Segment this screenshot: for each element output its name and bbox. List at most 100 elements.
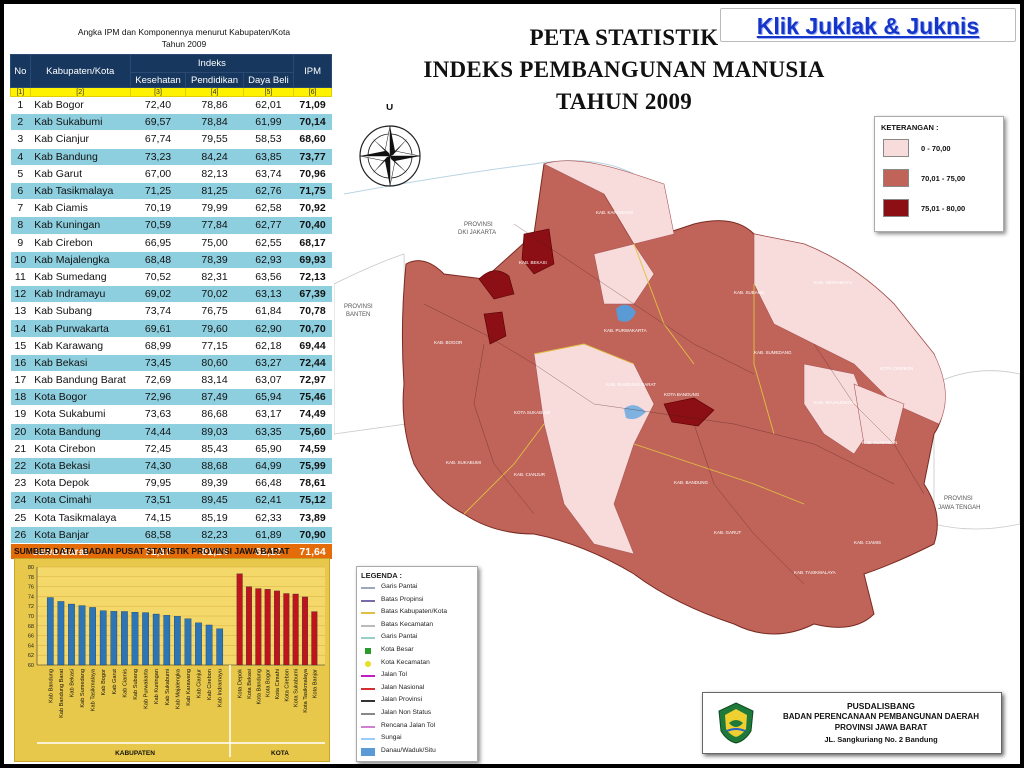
region-label: KAB. SUBANG	[734, 290, 765, 295]
column-index-cell: [1]	[10, 87, 31, 97]
column-index-row: [1] [2] [3] [4] [5] [6]	[10, 87, 332, 97]
jabar-logo-icon	[718, 702, 754, 744]
cell-ipm: 70,40	[293, 216, 332, 235]
cell-pend: 82,13	[185, 165, 244, 183]
group-label-kabupaten: KABUPATEN	[115, 750, 155, 757]
legend-label: Jalan Nasional	[381, 683, 425, 691]
cell-pend: 85,19	[185, 509, 244, 527]
cell-daya: 63,17	[243, 405, 294, 424]
bar	[255, 588, 262, 666]
x-tick-label: Kota Cimahi	[275, 669, 281, 699]
legend-symbol-icon	[361, 675, 375, 678]
region-label: KAB. PURWAKARTA	[604, 328, 647, 333]
keterangan-box: KETERANGAN : 0 - 70,00 70,01 - 75,00 75,01…	[874, 116, 1004, 232]
cell-ipm: 74,59	[293, 440, 332, 458]
cell-name: Kab Sukabumi	[30, 113, 131, 132]
cell-kes: 74,30	[130, 457, 186, 476]
x-tick-label: Kab Tasikmalaya	[91, 668, 97, 711]
x-tick-label: Kab Karawang	[186, 669, 192, 706]
cell-no: 15	[10, 337, 31, 355]
cell-pend: 79,55	[185, 130, 244, 149]
x-tick-label: Kab Kuningan	[154, 669, 160, 704]
table-row: 20 Kota Bandung 74,44 89,03 63,35 75,60	[10, 423, 332, 441]
table-row: 12 Kab Indramayu 69,02 70,02 63,13 67,39	[10, 285, 332, 304]
cell-no: 20	[10, 423, 31, 441]
bar	[246, 586, 252, 666]
x-tick-label: Kab Garut	[112, 669, 118, 695]
cell-ipm: 75,46	[293, 388, 332, 407]
bar	[292, 593, 299, 666]
north-label: U	[386, 104, 393, 113]
legend-item: Garis Pantai	[361, 633, 475, 643]
cell-pend: 80,60	[185, 354, 244, 373]
legend-label: Rencana Jalan Tol	[381, 721, 436, 729]
legend-label: Batas Kecamatan	[381, 620, 434, 628]
legend-item: Garis Pantai	[361, 583, 475, 593]
y-tick-label: 64	[28, 643, 34, 649]
legend-symbol-icon	[361, 624, 375, 627]
slide-frame: Angka IPM dan Komponennya menurut Kabupa…	[4, 4, 1020, 764]
cell-no: 24	[10, 491, 31, 510]
cell-ipm: 70,90	[293, 526, 332, 544]
cell-name: Kab Bandung Barat	[30, 371, 131, 390]
cell-ipm: 71,09	[293, 96, 332, 115]
keterangan-label: 70,01 - 75,00	[921, 174, 966, 183]
region-kota-depok	[478, 270, 515, 300]
cell-no: 2	[10, 113, 31, 132]
cell-kes: 67,74	[130, 130, 186, 149]
legend-symbol-icon	[361, 725, 375, 728]
region-kab-purwakarta	[593, 243, 655, 305]
keterangan-item: 70,01 - 75,00	[883, 169, 1001, 187]
legend-symbol-icon	[361, 738, 375, 741]
juklak-juknis-link[interactable]: Klik Juklak & Juknis	[720, 8, 1016, 42]
total-row: Jawa Barat 71,67 81,14 62,10 71,64	[10, 543, 332, 560]
cell-kes: 68,99	[130, 337, 186, 355]
keterangan-label: 0 - 70,00	[921, 144, 951, 153]
bar	[131, 612, 139, 666]
cell-ipm: 72,97	[293, 371, 332, 390]
cell-daya: 61,99	[243, 113, 294, 132]
cell-pend: 81,25	[185, 182, 244, 201]
table-title: Angka IPM dan Komponennya menurut Kabupa…	[64, 26, 304, 50]
cell-kes: 69,02	[130, 285, 186, 304]
region-kab-karawang	[543, 160, 675, 245]
cell-kes: 72,45	[130, 440, 186, 458]
table-row: 6 Kab Tasikmalaya 71,25 81,25 62,76 71,75	[10, 182, 332, 201]
keterangan-item: 75,01 - 80,00	[883, 199, 1001, 217]
cell-kes: 67,00	[130, 165, 186, 183]
cell-no: 9	[10, 234, 31, 252]
cell-name: Kab Garut	[30, 165, 131, 183]
ipm-bar-chart: 60 62 64 66 68 70 72 74 76 78 80 Kab Bandung Kab Ban…	[14, 558, 330, 762]
table-row: 9 Kab Cirebon 66,95 75,00 62,55 68,17	[10, 234, 332, 252]
west-java-map: U PROVINSI DKI JAKARTA PROVINSI BANTEN P…	[334, 104, 1020, 635]
table-row: 10 Kab Majalengka 68,48 78,39 62,93 69,93	[10, 251, 332, 269]
x-tick-label: Kab Subang	[133, 669, 139, 700]
bar	[68, 603, 75, 666]
cell-ipm: 75,99	[293, 457, 332, 476]
table-row: 19 Kota Sukabumi 73,63 86,68 63,17 74,49	[10, 405, 332, 424]
cell-daya: 63,74	[243, 165, 294, 183]
cell-kes: 69,61	[130, 319, 186, 338]
legend-item: Jalan Provinsi	[361, 696, 475, 706]
x-tick-label: Kota Bekasi	[247, 669, 253, 699]
cell-name: Kota Depok	[30, 474, 131, 493]
cell-kes: 71,25	[130, 182, 186, 201]
cell-name: Kota Tasikmalaya	[30, 509, 131, 527]
legend-item: Kota Kecamatan	[361, 659, 475, 669]
cell-daya: 62,01	[243, 96, 294, 115]
cell-pend: 85,43	[185, 440, 244, 458]
cell-no: 14	[10, 319, 31, 338]
cell-ipm: 70,14	[293, 113, 332, 132]
table-row: 26 Kota Banjar 68,58 82,23 61,89 70,90	[10, 526, 332, 544]
keterangan-swatch	[883, 199, 909, 217]
column-index-cell: [3]	[129, 87, 187, 97]
region-kab-indramayu	[753, 233, 946, 425]
cell-no: 23	[10, 474, 31, 493]
x-tick-label: Kota Banjar	[312, 669, 318, 698]
table-row: 7 Kab Ciamis 70,19 79,99 62,58 70,92	[10, 199, 332, 218]
bar	[283, 593, 290, 666]
cell-daya: 62,55	[243, 234, 294, 252]
agency-line4: JL. Sangkuriang No. 2 Bandung	[824, 735, 938, 744]
cell-pend: 79,60	[185, 319, 244, 338]
cell-pend: 77,15	[185, 337, 244, 355]
